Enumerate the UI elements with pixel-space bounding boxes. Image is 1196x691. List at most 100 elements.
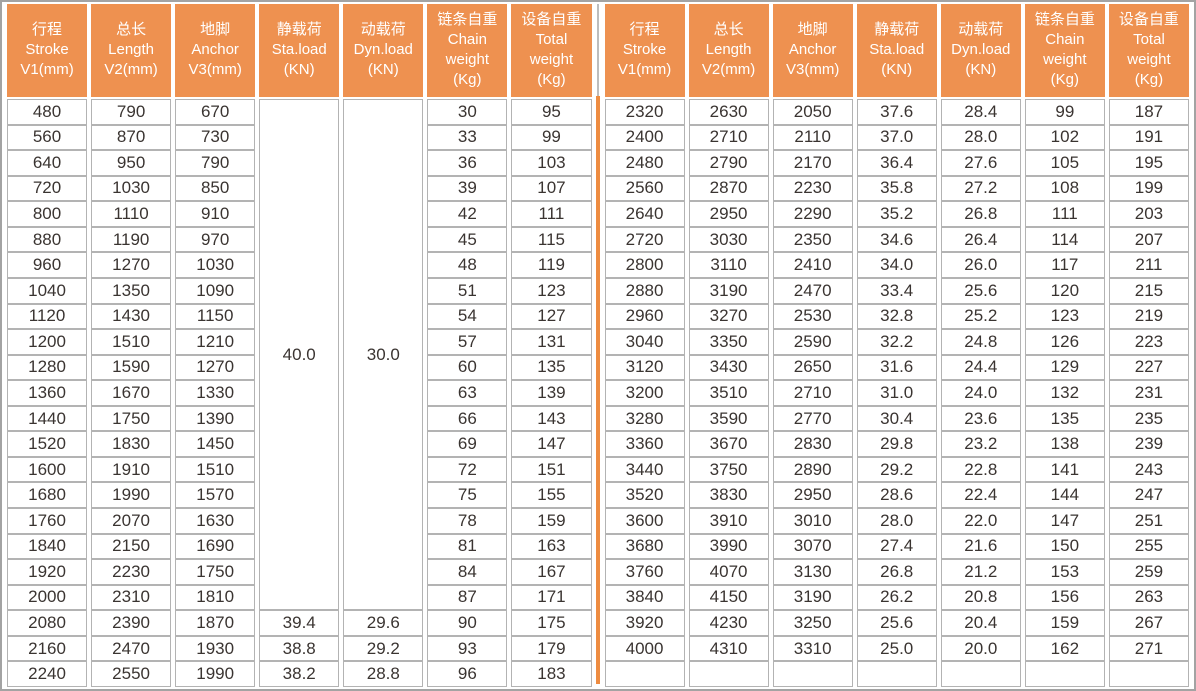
table-row: 3920 4230 3250 25.6 20.4 159 267 [604, 610, 1189, 636]
cell: 37.6 [856, 99, 937, 125]
cell: 1990 [91, 482, 172, 508]
cell: 39.4 [259, 610, 340, 636]
cell: 219 [1108, 303, 1189, 330]
spec-table-left-half: 行程 Stroke V1(mm) 总长 Length V2(mm) 地脚 Anchor V3(m… [3, 4, 596, 687]
cell: 960 [7, 252, 88, 278]
cell: 1120 [7, 303, 88, 330]
cell: 34.0 [856, 252, 937, 278]
cell: 23.2 [940, 431, 1021, 457]
cell: 99 [1024, 99, 1105, 125]
header-cell: 链条自重 Chain weight (Kg) [427, 4, 508, 99]
table-row: 480 790 670 40.0 30.0 30 95 [7, 99, 592, 611]
cell: 850 [175, 175, 256, 202]
cell: 27.4 [856, 533, 937, 560]
cell: 153 [1024, 559, 1105, 585]
table-row: 2720 3030 2350 34.6 26.4 114 207 [604, 226, 1189, 253]
cell: 167 [511, 559, 592, 585]
cell: 4310 [688, 635, 769, 662]
cell: 1910 [91, 456, 172, 483]
table-row: 3520 3830 2950 28.6 22.4 144 247 [604, 482, 1189, 508]
cell: 51 [427, 277, 508, 304]
cell: 38.2 [259, 661, 340, 687]
cell: 3200 [604, 380, 685, 406]
cell: 78 [427, 508, 508, 534]
cell: 123 [1024, 303, 1105, 330]
cell: 102 [1024, 124, 1105, 151]
header-line: V3(mm) [188, 60, 242, 78]
cell: 2050 [772, 99, 853, 125]
table-row: 2480 2790 2170 36.4 27.6 105 195 [604, 150, 1189, 176]
cell: 2950 [772, 482, 853, 508]
cell: 3250 [772, 610, 853, 636]
cell: 150 [1024, 533, 1105, 560]
cell: 1360 [7, 380, 88, 406]
header-line: Stroke [25, 41, 69, 59]
header-line: V1(mm) [617, 60, 672, 78]
table-row: 1360 1670 1330 63 139 [7, 380, 592, 406]
cell: 69 [427, 431, 508, 457]
cell: 3040 [604, 329, 685, 355]
cell: 93 [427, 635, 508, 662]
table-row: 2880 3190 2470 33.4 25.6 120 215 [604, 277, 1189, 304]
cell: 2400 [604, 124, 685, 151]
cell: 1750 [175, 559, 256, 585]
cell: 199 [1108, 175, 1189, 202]
cell: 24.0 [940, 380, 1021, 406]
header-cell: 设备自重 Total weight (Kg) [511, 4, 592, 99]
cell: 72 [427, 456, 508, 483]
cell: 99 [511, 124, 592, 151]
cell: 2720 [604, 226, 685, 253]
cell: 1210 [175, 329, 256, 355]
header-line: Length [705, 41, 752, 59]
cell: 1200 [7, 329, 88, 355]
cell: 28.8 [343, 661, 424, 687]
cell: 159 [1024, 610, 1105, 636]
cell: 20.0 [940, 635, 1021, 662]
table-row: 1280 1590 1270 60 135 [7, 354, 592, 381]
cell: 103 [511, 150, 592, 176]
cell: 2170 [772, 150, 853, 176]
header-line: 动载荷 [360, 21, 406, 39]
right-table: 行程 Stroke V1(mm) 总长 Length V2(mm) 地脚 Anchor V3(m… [601, 4, 1194, 687]
cell: 32.8 [856, 303, 937, 330]
cell: 1830 [91, 431, 172, 457]
table-row: 3200 3510 2710 31.0 24.0 132 231 [604, 380, 1189, 406]
cell: 2710 [688, 124, 769, 151]
header-line: 地脚 [200, 21, 231, 39]
header-row: 行程 Stroke V1(mm) 总长 Length V2(mm) 地脚 Anchor V3(m… [7, 4, 592, 99]
cell: 480 [7, 99, 88, 125]
cell: 163 [511, 533, 592, 560]
cell: 3120 [604, 354, 685, 381]
cell: 1330 [175, 380, 256, 406]
cell: 2070 [91, 508, 172, 534]
cell: 255 [1108, 533, 1189, 560]
cell: 87 [427, 584, 508, 611]
half-divider [596, 4, 601, 687]
cell [940, 661, 1021, 687]
cell: 3600 [604, 508, 685, 534]
cell: 4150 [688, 584, 769, 611]
cell: 38.8 [259, 635, 340, 662]
cell: 26.8 [940, 201, 1021, 227]
header-line: 设备自重 [521, 11, 582, 29]
cell: 4000 [604, 635, 685, 662]
cell: 20.8 [940, 584, 1021, 611]
table-row: 2400 2710 2110 37.0 28.0 102 191 [604, 124, 1189, 151]
table-row: 3360 3670 2830 29.8 23.2 138 239 [604, 431, 1189, 457]
cell: 1350 [91, 277, 172, 304]
cell: 40.0 [259, 99, 340, 611]
cell: 247 [1108, 482, 1189, 508]
cell: 870 [91, 124, 172, 151]
cell: 138 [1024, 431, 1105, 457]
header-cell: 行程 Stroke V1(mm) [7, 4, 88, 99]
header-line: 动载荷 [958, 21, 1004, 39]
table-row: 1040 1350 1090 51 123 [7, 277, 592, 304]
header-line: Chain [1045, 31, 1085, 49]
table-row: 3040 3350 2590 32.2 24.8 126 223 [604, 329, 1189, 355]
cell: 2110 [772, 124, 853, 151]
table-row: 560 870 730 33 99 [7, 124, 592, 151]
table-row: 2320 2630 2050 37.6 28.4 99 187 [604, 99, 1189, 125]
cell: 2470 [91, 635, 172, 662]
cell: 1040 [7, 277, 88, 304]
table-row: 880 1190 970 45 115 [7, 226, 592, 253]
